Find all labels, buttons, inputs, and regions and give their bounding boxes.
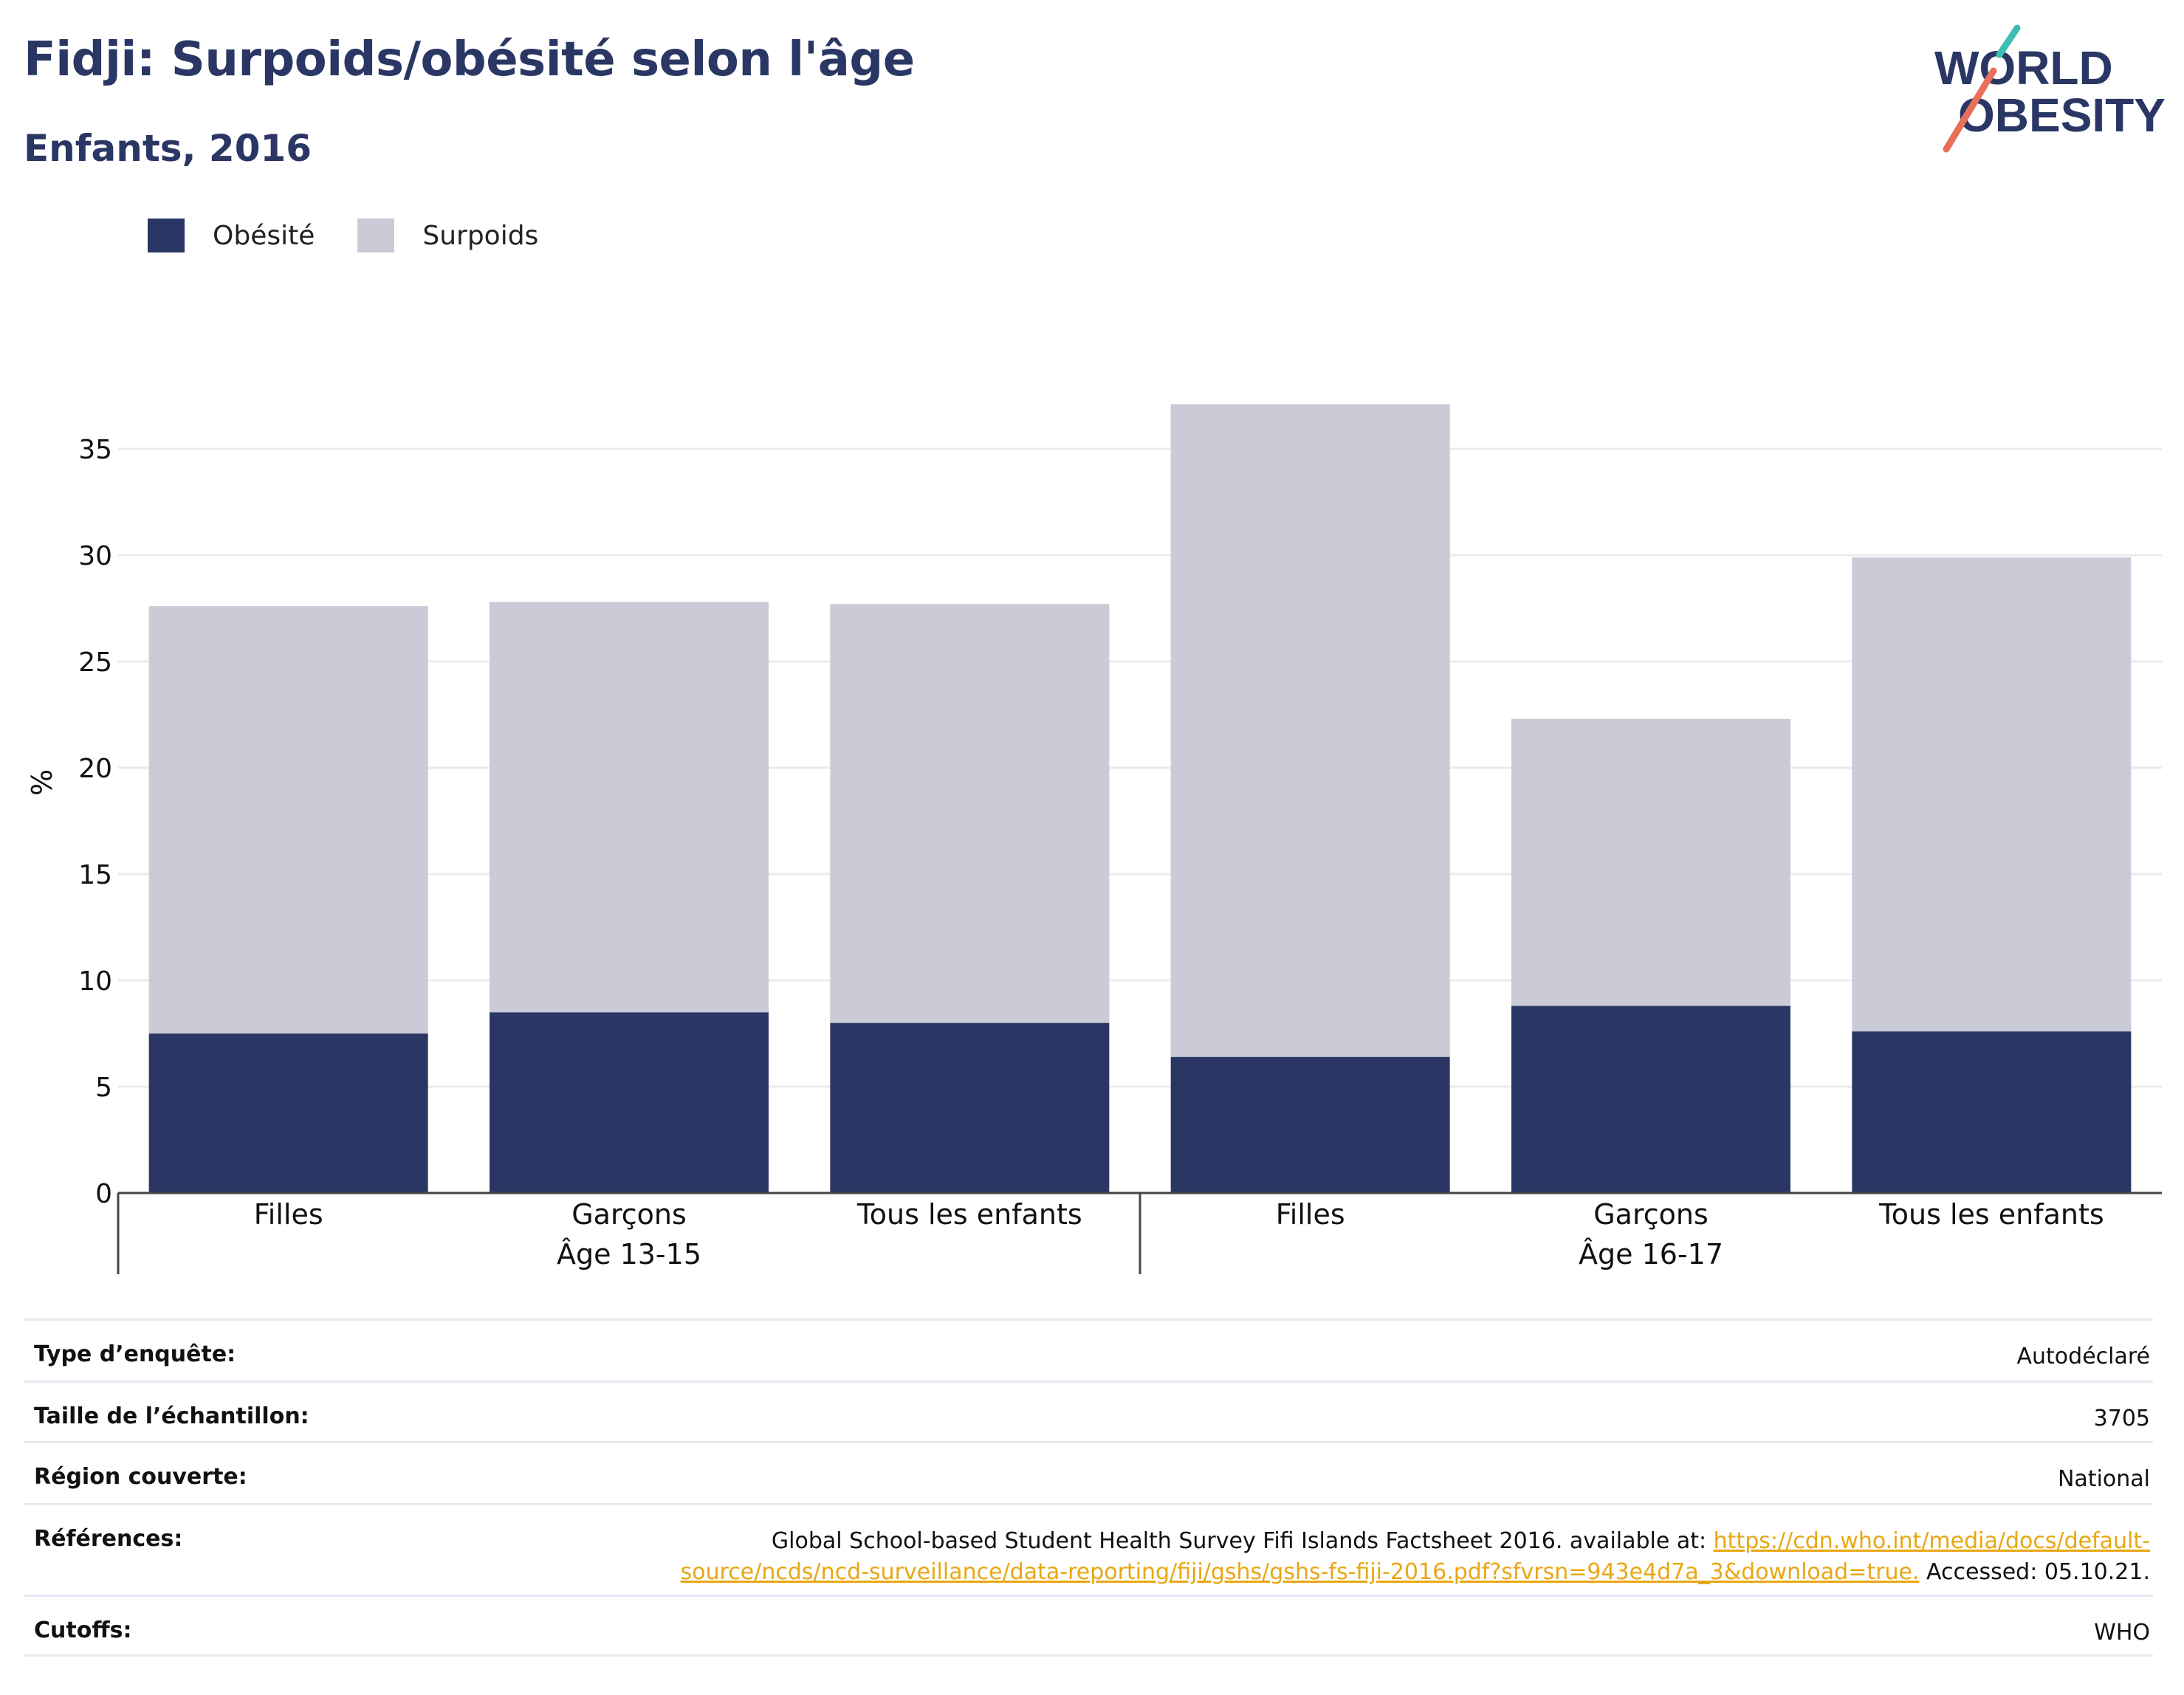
logo-line2: OBESITY	[1958, 89, 2166, 142]
x-tick-label: Tous les enfants	[1878, 1198, 2104, 1231]
x-tick-label: Garçons	[571, 1198, 687, 1231]
bar-surpoids	[830, 604, 1110, 1023]
legend-label-obesite: Obésité	[213, 220, 315, 251]
info-row-cutoffs: Cutoffs: WHO	[24, 1595, 2153, 1657]
info-row-sample-size: Taille de l’échantillon: 3705	[24, 1381, 2153, 1441]
world-obesity-logo: WORLD OBESITY	[1920, 22, 2171, 155]
y-tick-label: 15	[78, 860, 112, 890]
info-label: Taille de l’échantillon:	[34, 1403, 309, 1429]
legend-item-surpoids[interactable]: Surpoids	[357, 219, 538, 252]
y-tick-label: 5	[95, 1073, 112, 1103]
chart-subtitle: Enfants, 2016	[24, 127, 312, 170]
legend-swatch-obesite	[148, 219, 185, 252]
info-label: Type d’enquête:	[34, 1341, 236, 1367]
logo-line1: WORLD	[1934, 41, 2113, 94]
logo-slash-coral	[1943, 67, 1997, 153]
reference-link-part2: source/ncds/ncd-surveillance/data-report…	[680, 1559, 1920, 1585]
legend-swatch-surpoids	[357, 219, 395, 252]
reference-link[interactable]: https://cdn.who.int/media/docs/default-s…	[681, 1528, 2150, 1585]
bar-surpoids	[1852, 557, 2132, 1032]
y-axis-title: %	[26, 769, 58, 796]
x-group-label: Âge 16-17	[1579, 1238, 1723, 1271]
legend-item-obesite[interactable]: Obésité	[148, 219, 315, 252]
info-value: Autodéclaré	[2016, 1344, 2151, 1369]
info-value: WHO	[2094, 1620, 2150, 1646]
chart-title: Fidji: Surpoids/obésité selon l'âge	[24, 32, 915, 87]
info-row-survey-type: Type d’enquête: Autodéclaré	[24, 1318, 2153, 1381]
reference-link-part1: https://cdn.who.int/media/docs/default-	[1713, 1528, 2150, 1554]
bar-obesite	[1511, 1005, 1790, 1193]
reference-accessed: Accessed: 05.10.21.	[1926, 1559, 2150, 1585]
x-group-label: Âge 13-15	[557, 1238, 701, 1271]
y-tick-label: 10	[78, 966, 112, 997]
info-row-references: Références: Global School-based Student …	[24, 1503, 2153, 1595]
info-value: 3705	[2093, 1406, 2150, 1431]
y-tick-label: 0	[95, 1179, 112, 1209]
x-tick-label: Filles	[1276, 1198, 1345, 1231]
bar-obesite	[1852, 1031, 2132, 1193]
info-value-references: Global School-based Student Health Surve…	[681, 1526, 2153, 1588]
reference-text: Global School-based Student Health Surve…	[771, 1528, 1707, 1554]
bar-surpoids	[148, 606, 428, 1034]
bar-obesite	[830, 1022, 1110, 1193]
y-tick-label: 20	[78, 754, 112, 784]
logo-slash-teal	[1996, 24, 2021, 58]
info-label: Cutoffs:	[34, 1617, 132, 1643]
info-value: National	[2057, 1466, 2150, 1492]
stacked-bar-chart: 0 5 10 15 20 25 30 35% Filles Garçons Tous les enf…	[26, 404, 2162, 1274]
info-label: Références:	[34, 1526, 183, 1552]
legend-label-surpoids: Surpoids	[422, 220, 539, 251]
x-tick-label: Tous les enfants	[856, 1198, 1082, 1231]
info-row-region: Région couverte: National	[24, 1441, 2153, 1503]
x-tick-label: Filles	[254, 1198, 323, 1231]
bar-obesite	[490, 1012, 769, 1193]
info-label: Région couverte:	[34, 1464, 247, 1490]
bar-surpoids	[1511, 718, 1790, 1006]
y-tick-label: 35	[78, 435, 112, 465]
bar-surpoids	[1170, 404, 1450, 1057]
x-tick-label: Garçons	[1593, 1198, 1709, 1231]
chart-legend: Obésité Surpoids	[148, 219, 581, 252]
bar-obesite	[1170, 1056, 1450, 1193]
bar-surpoids	[490, 602, 769, 1013]
bar-obesite	[148, 1034, 428, 1193]
y-tick-label: 25	[78, 647, 112, 678]
y-tick-label: 30	[78, 541, 112, 571]
survey-info-table: Type d’enquête: Autodéclaré Taille de l’…	[24, 1318, 2153, 1657]
